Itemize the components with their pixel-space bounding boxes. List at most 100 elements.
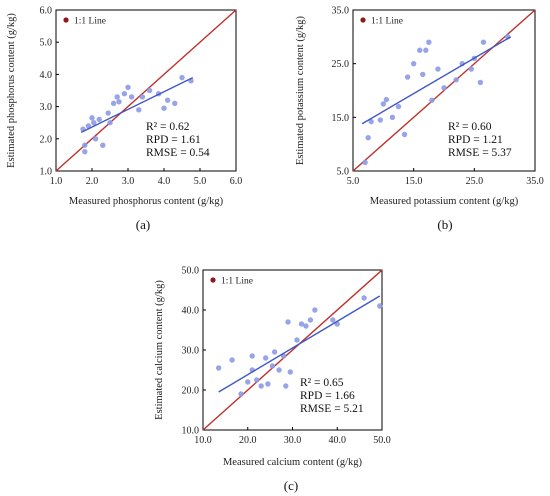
data-point xyxy=(172,100,178,107)
panel-label: (b) xyxy=(437,217,452,232)
y-tick-label: 2.0 xyxy=(40,134,53,145)
data-point xyxy=(179,74,185,81)
data-point xyxy=(269,363,276,369)
rpd-stat: RPD = 1.66 xyxy=(300,390,355,402)
x-axis-label: Measured phosphorus content (g/kg) xyxy=(69,196,224,207)
legend-marker xyxy=(360,17,366,23)
fit-line xyxy=(218,295,381,393)
x-tick-label: 2.0 xyxy=(86,176,99,187)
data-point xyxy=(477,79,484,86)
data-point xyxy=(285,319,291,325)
data-point xyxy=(136,107,142,113)
data-point xyxy=(377,303,383,309)
data-point xyxy=(395,103,402,110)
rmse-stat: RMSE = 0.54 xyxy=(146,147,210,159)
fit-line xyxy=(80,76,194,133)
y-tick-label: 10.0 xyxy=(182,426,200,437)
data-point xyxy=(114,94,120,100)
y-tick-label: 50.0 xyxy=(182,266,200,277)
chart-panel-1: 1.0 2.0 3.0 4.0 5.0 6.0 1.0 2.0 3.0 4.0 5.0 6.0 1:1 … xyxy=(6,6,242,233)
rmse-stat: RMSE = 5.37 xyxy=(448,147,512,159)
data-point xyxy=(423,47,429,53)
data-point xyxy=(85,123,92,129)
data-point xyxy=(229,357,235,363)
x-tick-label: 25.0 xyxy=(466,176,484,187)
data-point xyxy=(128,94,135,100)
data-point xyxy=(146,87,153,94)
data-point xyxy=(82,148,88,155)
data-point xyxy=(480,39,487,45)
x-tick-label: 5.0 xyxy=(194,176,207,187)
y-tick-label: 40.0 xyxy=(182,306,200,317)
data-point xyxy=(389,114,396,121)
data-point xyxy=(258,383,264,389)
data-point xyxy=(361,295,367,301)
data-point xyxy=(121,91,128,97)
legend-label: 1:1 Line xyxy=(74,17,106,27)
data-point xyxy=(238,391,244,397)
data-point xyxy=(254,377,260,383)
y-tick-label: 4.0 xyxy=(40,70,53,81)
data-point xyxy=(262,355,269,361)
x-tick-label: 1.0 xyxy=(50,176,63,187)
data-point xyxy=(125,84,131,90)
x-tick-label: 5.0 xyxy=(347,176,360,187)
data-point xyxy=(215,365,222,371)
data-point xyxy=(91,120,97,126)
data-point xyxy=(420,71,426,78)
data-point xyxy=(312,307,318,313)
data-point xyxy=(362,159,368,166)
y-tick-label: 3.0 xyxy=(40,102,53,113)
y-tick-label: 6.0 xyxy=(40,6,53,17)
x-axis-label: Measured calcium content (g/kg) xyxy=(223,457,363,468)
y-axis-label: Estimated potassium content (g/kg) xyxy=(295,15,306,165)
r2-stat: R² = 0.60 xyxy=(448,121,492,133)
data-point xyxy=(368,118,374,125)
data-point xyxy=(380,101,387,107)
data-point xyxy=(401,131,408,138)
data-point xyxy=(404,74,411,80)
data-point xyxy=(294,337,300,343)
data-point xyxy=(377,117,383,123)
plot-frame xyxy=(55,9,237,172)
panel-label: (c) xyxy=(284,478,298,493)
x-tick-label: 20.0 xyxy=(239,435,257,446)
y-axis-label: Estimated phosphorus content (g/kg) xyxy=(6,13,17,168)
x-tick-label: 40.0 xyxy=(329,435,347,446)
plot-frame xyxy=(352,9,536,172)
rmse-stat: RMSE = 5.21 xyxy=(300,403,364,415)
x-tick-label: 30.0 xyxy=(284,435,302,446)
data-point xyxy=(107,120,113,126)
r2-stat: R² = 0.62 xyxy=(146,121,190,133)
data-point xyxy=(245,379,251,385)
data-point xyxy=(453,77,459,83)
x-tick-label: 3.0 xyxy=(122,176,135,187)
y-tick-label: 5.0 xyxy=(337,167,350,178)
data-point xyxy=(441,85,447,91)
data-point xyxy=(283,383,289,389)
data-point xyxy=(271,349,278,355)
rpd-stat: RPD = 1.61 xyxy=(146,134,201,146)
fit-line xyxy=(361,36,512,125)
data-point xyxy=(287,369,293,375)
data-point xyxy=(105,110,111,116)
data-point xyxy=(89,115,95,121)
data-point xyxy=(383,96,390,103)
rpd-stat: RPD = 1.21 xyxy=(448,134,503,146)
panel-label: (a) xyxy=(136,217,150,232)
x-tick-label: 4.0 xyxy=(158,176,171,187)
chart-panel-2: 5.0 15.0 25.0 35.0 5.0 15.0 25.0 35.0 1:1 Line R²… xyxy=(295,6,544,233)
data-point xyxy=(276,367,282,373)
data-point xyxy=(164,97,171,103)
x-tick-label: 10.0 xyxy=(194,435,212,446)
data-point xyxy=(110,100,117,107)
data-point xyxy=(426,39,432,45)
data-point xyxy=(139,94,146,100)
data-point xyxy=(307,317,314,323)
legend-marker xyxy=(63,17,69,23)
x-tick-label: 15.0 xyxy=(405,176,423,187)
y-tick-label: 1.0 xyxy=(40,167,53,178)
data-point xyxy=(435,66,441,72)
